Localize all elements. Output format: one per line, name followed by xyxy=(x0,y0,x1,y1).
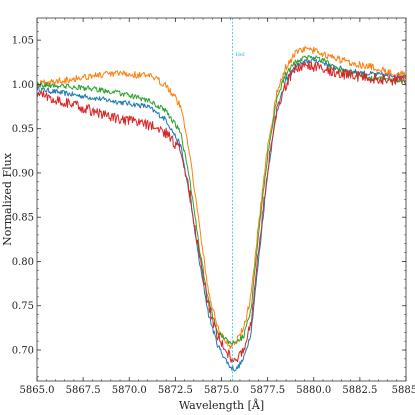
x-tick-label: 5865.0 xyxy=(20,385,55,396)
x-tick-label: 5882.5 xyxy=(342,385,377,396)
y-tick-label: 0.90 xyxy=(12,168,34,179)
x-tick-label: 5867.5 xyxy=(66,385,101,396)
x-tick-label: 5877.5 xyxy=(250,385,285,396)
x-tick-label: 5880.0 xyxy=(296,385,331,396)
y-tick-label: 1.05 xyxy=(12,36,34,47)
x-tick-label: 5872.5 xyxy=(158,385,193,396)
series-layer xyxy=(37,45,406,372)
y-tick-label: 0.75 xyxy=(12,301,34,312)
y-tick-label: 0.95 xyxy=(12,124,34,135)
reference-line-layer: HeI xyxy=(232,18,245,381)
y-axis-label: Normalized Flux xyxy=(1,152,14,246)
y-tick-label: 0.80 xyxy=(12,257,34,268)
y-tick-label: 1.00 xyxy=(12,80,34,91)
series-line-4 xyxy=(37,60,406,363)
y-tick-label: 0.70 xyxy=(12,346,34,357)
y-tick-label: 0.85 xyxy=(12,213,34,224)
x-tick-label: 5870.0 xyxy=(112,385,147,396)
x-axis-label: Wavelength [Å] xyxy=(179,398,264,412)
reference-line-label: HeI xyxy=(236,52,245,58)
x-tick-label: 5875.0 xyxy=(204,385,239,396)
ticks-layer: 5865.0 5867.5 5870.0 5872.5 5875.0 5877.5 5880… xyxy=(12,18,415,396)
x-tick-label: 5885. xyxy=(392,385,415,396)
